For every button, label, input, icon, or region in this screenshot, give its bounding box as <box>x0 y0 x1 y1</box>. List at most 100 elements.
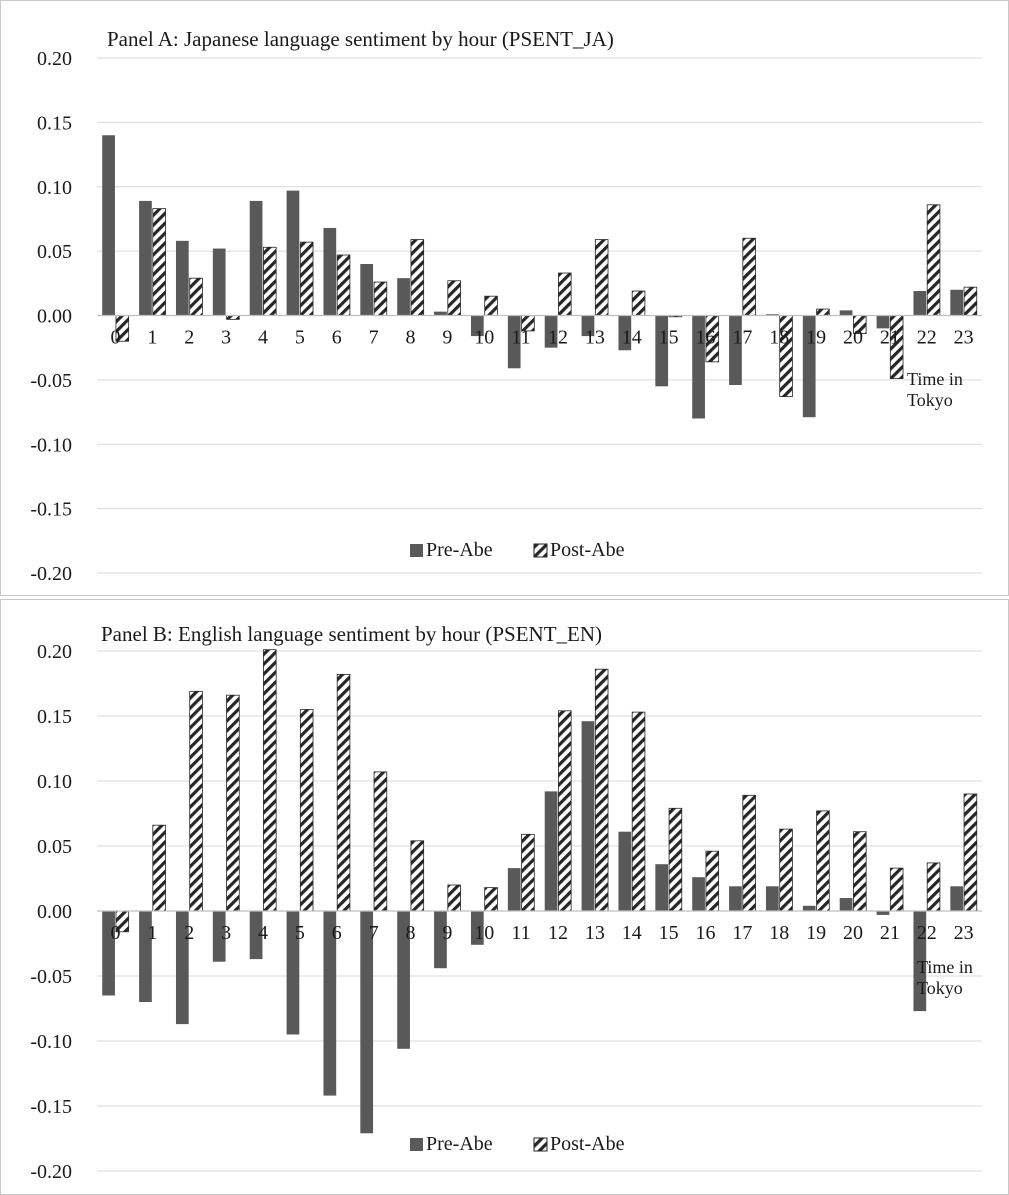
panel-a-bar-pre-abe-22 <box>913 291 927 316</box>
panel-a-x-tick-label: 8 <box>405 327 415 349</box>
panel-b-bar-post-abe-5 <box>299 709 314 912</box>
panel-b-bar-pre-abe-17 <box>729 886 742 911</box>
panel-b-x-tick-label: 3 <box>221 922 231 944</box>
panel-a-bar-pre-abe-12 <box>544 315 558 348</box>
panel-a-bar-pre-abe-9 <box>434 311 447 316</box>
panel-b-bar-post-abe-13 <box>594 668 609 912</box>
panel-b-bar-pre-abe-12 <box>544 791 558 911</box>
panel-b-x-tick-label: 4 <box>258 922 268 944</box>
panel-a-bar-post-abe-4 <box>263 246 277 316</box>
panel-b-x-tick-label: 16 <box>695 922 715 944</box>
panel-a-x-tick-label: 5 <box>295 327 305 349</box>
panel-b-bar-pre-abe-13 <box>581 721 595 911</box>
panel-b-bar-pre-abe-7 <box>360 911 374 1134</box>
panel-b-x-tick-label: 9 <box>442 922 452 944</box>
panel-a-bar-post-abe-19 <box>816 308 830 316</box>
panel-a-bar-post-abe-5 <box>299 241 314 316</box>
panel-b-x-tick-label: 12 <box>548 922 568 944</box>
panel-a-legend-swatch-pre-abe <box>410 544 423 557</box>
panel-b-bar-pre-abe-1 <box>139 911 152 1002</box>
panel-a-bar-pre-abe-4 <box>249 200 263 316</box>
panel-a-bar-post-abe-6 <box>336 254 351 316</box>
panel-a-bar-post-abe-2 <box>189 277 203 316</box>
panel-b-x-axis-label: Time in Tokyo <box>917 957 973 998</box>
panel-b-bar-post-abe-1 <box>152 824 166 912</box>
panel-b-x-tick-label: 5 <box>295 922 305 944</box>
panel-a-x-tick-label: 22 <box>917 327 937 349</box>
panel-b-legend-swatch-pre-abe <box>410 1138 423 1151</box>
panel-b-y-tick-label: 0.20 <box>37 641 72 663</box>
panel-b-x-tick-label: 19 <box>806 922 826 944</box>
panel-b-bar-post-abe-15 <box>668 807 683 912</box>
panel-b-bar-pre-abe-19 <box>802 905 816 911</box>
panel-a-legend-swatch-post-abe <box>533 543 548 558</box>
panel-b-y-tick-label: 0.00 <box>37 901 72 923</box>
panel-b-y-tick-label: 0.05 <box>37 836 72 858</box>
panel-a-x-tick-label: 23 <box>954 327 974 349</box>
panel-b-bar-pre-abe-3 <box>212 911 226 962</box>
panel-b-bar-pre-abe-9 <box>434 911 447 969</box>
panel-b-bar-post-abe-9 <box>447 884 461 912</box>
panel-a-bar-pre-abe-2 <box>175 240 189 316</box>
panel-b-y-tick-label: -0.20 <box>30 1161 72 1183</box>
panel-b-y-tick-label: -0.15 <box>30 1096 72 1118</box>
panel-a-bar-pre-abe-10 <box>470 315 484 337</box>
panel-b-y-tick-label: -0.05 <box>30 966 72 988</box>
panel-b-x-tick-label: 0 <box>110 922 120 944</box>
panel-a-x-tick-label: 10 <box>474 327 494 349</box>
panel-a-x-tick-label: 2 <box>184 327 194 349</box>
panel-b-bar-post-abe-12 <box>558 710 572 912</box>
panel-a-x-tick-label: 0 <box>110 327 120 349</box>
panel-b-bar-post-abe-7 <box>373 771 388 912</box>
panel-a-y-tick-label: 0.05 <box>37 241 72 263</box>
panel-b-x-tick-label: 13 <box>585 922 605 944</box>
panel-b-y-tick-label: 0.15 <box>37 706 72 728</box>
panel-b-bar-pre-abe-6 <box>323 911 337 1096</box>
panel-a-bar-post-abe-17 <box>742 237 756 316</box>
panel-b-x-tick-label: 21 <box>880 922 900 944</box>
panel-a-bar-pre-abe-7 <box>360 264 374 316</box>
panel-a-bar-post-abe-22 <box>926 204 941 316</box>
panel-a-x-tick-label: 4 <box>258 327 268 349</box>
panel-a-x-axis-label: Time in Tokyo <box>907 369 963 410</box>
panel-a-bar-pre-abe-6 <box>323 227 337 316</box>
panel-b-x-tick-label: 20 <box>843 922 863 944</box>
panel-a-x-tick-label: 14 <box>622 327 642 349</box>
panel-a-title: Panel A: Japanese language sentiment by … <box>107 27 614 51</box>
panel-a-y-tick-label: 0.00 <box>37 306 72 328</box>
panel-b-x-tick-label: 8 <box>405 922 415 944</box>
panel-a-bar-pre-abe-16 <box>692 315 705 419</box>
panel-b-legend-label-pre-abe: Pre-Abe <box>426 1133 493 1155</box>
panel-a-x-tick-label: 13 <box>585 327 605 349</box>
panel-a-x-tick-label: 7 <box>369 327 379 349</box>
panel-a-bar-pre-abe-21 <box>876 315 890 329</box>
panel-b-bar-post-abe-20 <box>853 831 867 912</box>
panel-b-x-tick-label: 2 <box>184 922 194 944</box>
panel-b-bar-pre-abe-8 <box>397 911 410 1049</box>
panel-a-x-tick-label: 21 <box>880 327 900 349</box>
panel-b-legend-label-post-abe: Post-Abe <box>550 1133 625 1155</box>
panel-b-y-tick-label: 0.10 <box>37 771 72 793</box>
panel-a-x-tick-label: 12 <box>548 327 568 349</box>
panel-b-bar-post-abe-19 <box>816 810 830 912</box>
panel-a-x-tick-label: 19 <box>806 327 826 349</box>
panel-b-bar-pre-abe-16 <box>692 877 705 911</box>
panel-a-y-tick-label: -0.20 <box>30 563 72 585</box>
panel-b-bar-post-abe-8 <box>410 840 425 912</box>
panel-b-bar-post-abe-6 <box>336 674 351 912</box>
panel-a-x-tick-label: 3 <box>221 327 231 349</box>
panel-b-x-tick-label: 23 <box>954 922 974 944</box>
panel-b-x-tick-label: 1 <box>147 922 157 944</box>
panel-b-bar-post-abe-4 <box>263 649 277 912</box>
panel-b-x-tick-label: 17 <box>732 922 752 944</box>
panel-a-bar-pre-abe-19 <box>802 315 816 418</box>
panel-a-bar-pre-abe-3 <box>212 248 226 316</box>
panel-b-x-tick-label: 11 <box>511 922 530 944</box>
panel-a-bar-post-abe-10 <box>484 295 498 316</box>
panel-a-bar-post-abe-14 <box>631 290 646 316</box>
panel-b-bar-post-abe-11 <box>521 833 535 912</box>
panel-b-bar-post-abe-22 <box>926 862 941 912</box>
panel-a-x-tick-label: 18 <box>769 327 789 349</box>
panel-a-x-tick-label: 16 <box>695 327 715 349</box>
panel-a-bar-pre-abe-5 <box>286 190 300 316</box>
